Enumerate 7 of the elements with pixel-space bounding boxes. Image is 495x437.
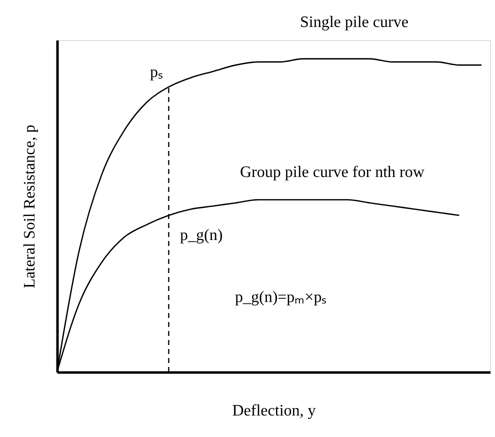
y-axis-title: Lateral Soil Resistance, p — [22, 124, 38, 288]
annotation: p_g(n) — [180, 227, 223, 244]
text: Single pile curve — [300, 14, 408, 31]
annotation: pₛ — [150, 64, 163, 81]
annotation: p_g(n)=pₘ×pₛ — [235, 289, 327, 306]
x-axis-title: Deflection, y — [232, 402, 316, 420]
annotation: Group pile curve for nth row — [240, 164, 425, 181]
